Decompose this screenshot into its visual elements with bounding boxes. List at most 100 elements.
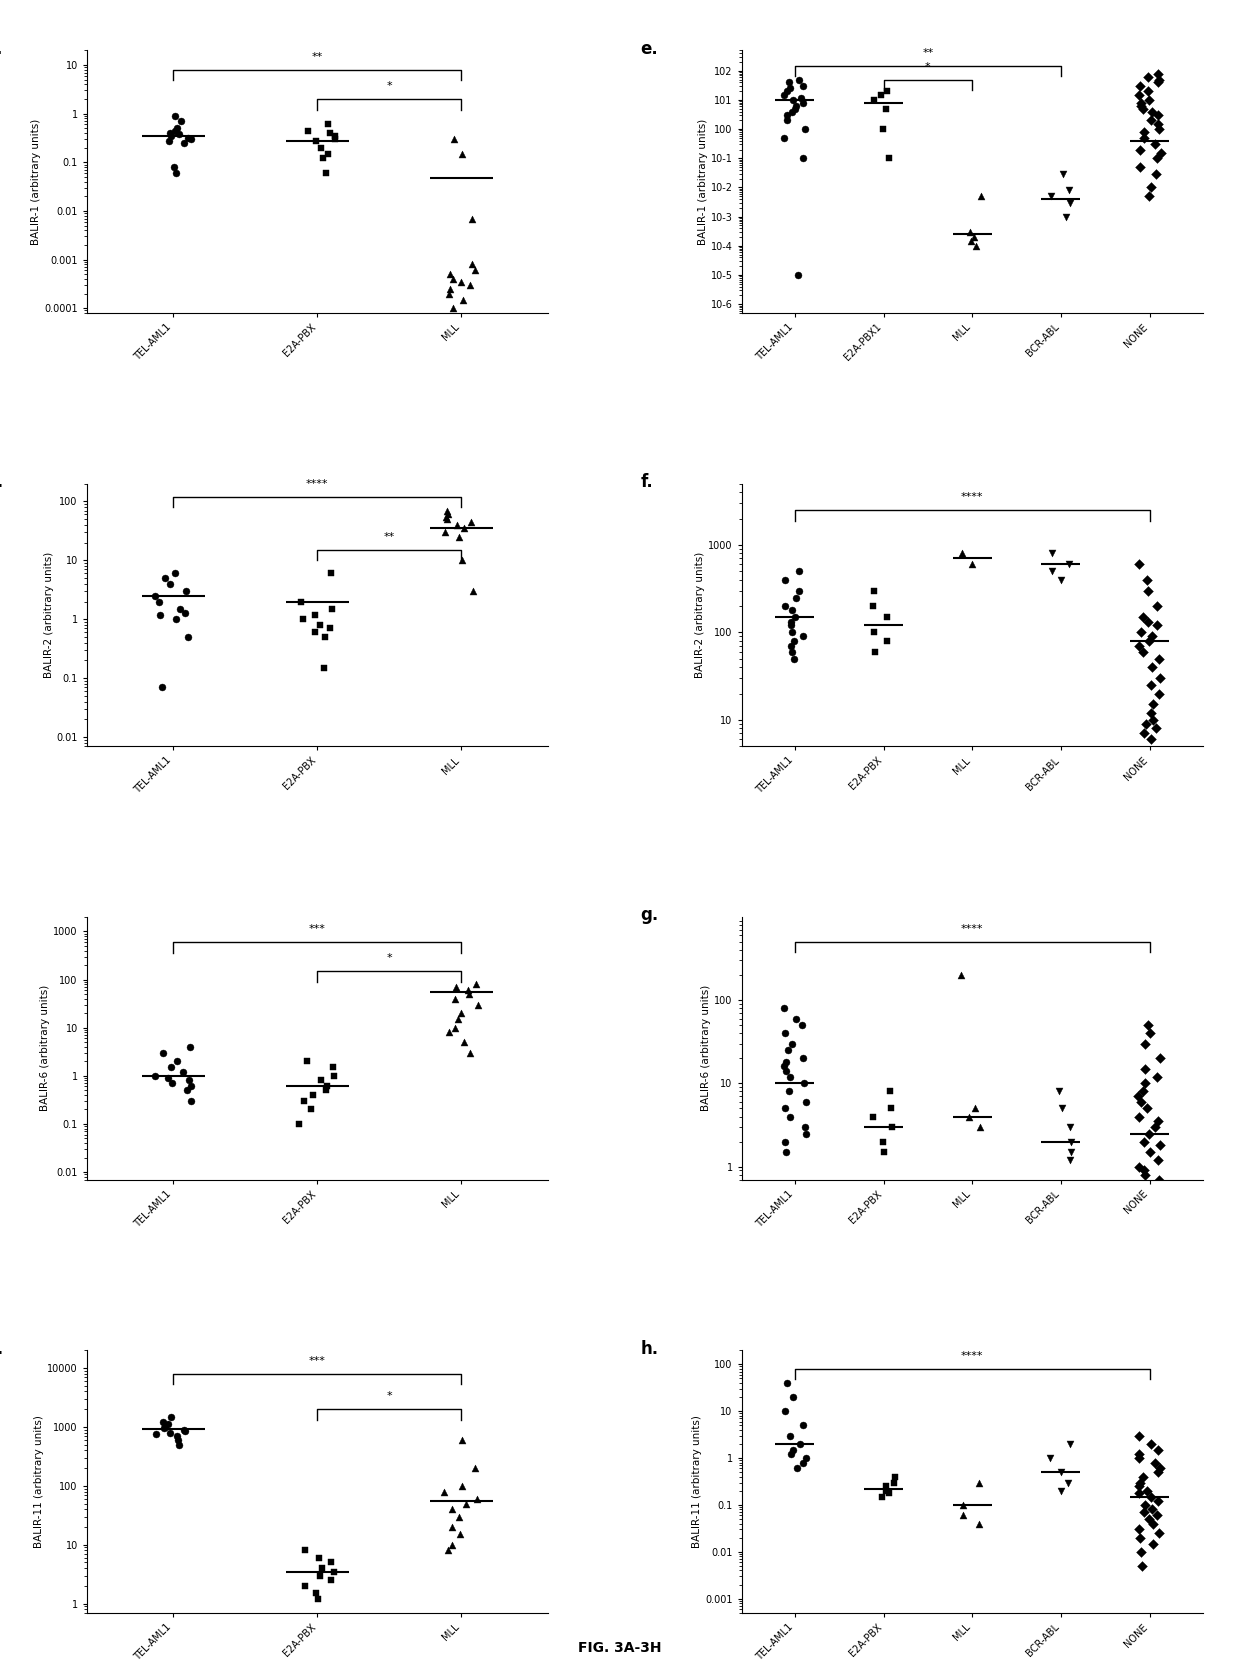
Point	[875, 1473, 895, 1500]
Point	[179, 623, 198, 650]
Point	[775, 593, 795, 620]
Point	[1149, 1520, 1169, 1547]
Y-axis label: BALIR-6 (arbitrary units): BALIR-6 (arbitrary units)	[41, 984, 51, 1112]
Point	[1040, 183, 1060, 210]
Point	[159, 128, 179, 155]
Point	[1052, 1458, 1071, 1485]
Point	[1149, 1455, 1169, 1482]
Point	[459, 976, 479, 1003]
Point	[1140, 627, 1159, 654]
Point	[171, 108, 191, 134]
Point	[794, 89, 813, 116]
Point	[779, 69, 799, 96]
Point	[1131, 1089, 1151, 1116]
Point	[1138, 578, 1158, 605]
Point	[1128, 1480, 1148, 1507]
Text: b.: b.	[0, 474, 4, 491]
Point	[1130, 72, 1149, 99]
Point	[875, 96, 895, 123]
Point	[782, 1384, 802, 1411]
Point	[150, 601, 170, 628]
Point	[878, 603, 898, 630]
Point	[877, 77, 897, 104]
Point	[796, 1121, 816, 1147]
Point	[443, 1514, 463, 1541]
Point	[873, 1129, 893, 1156]
Point	[782, 97, 802, 124]
Point	[169, 1431, 188, 1458]
Point	[795, 1114, 815, 1141]
Point	[435, 519, 455, 546]
Point	[775, 1020, 795, 1047]
Point	[295, 1537, 315, 1564]
Point	[1135, 1030, 1154, 1057]
Point	[874, 1139, 894, 1166]
Point	[454, 1028, 474, 1055]
Point	[1142, 97, 1162, 124]
Point	[1140, 1020, 1159, 1047]
Point	[153, 1040, 172, 1067]
Point	[321, 1549, 341, 1576]
Point	[776, 1139, 796, 1166]
Point	[970, 1510, 990, 1537]
Point	[467, 991, 487, 1018]
Point	[1135, 1158, 1154, 1184]
Point	[1141, 175, 1161, 202]
Point	[306, 1579, 326, 1606]
Point	[1138, 77, 1158, 104]
Point	[439, 1018, 459, 1045]
Point	[309, 1586, 329, 1613]
Y-axis label: BALIR-11 (arbitrary units): BALIR-11 (arbitrary units)	[35, 1415, 45, 1547]
Point	[177, 1077, 197, 1104]
Point	[1141, 108, 1161, 134]
Point	[1135, 721, 1154, 748]
Point	[175, 1418, 195, 1445]
Point	[884, 1463, 904, 1490]
Point	[294, 606, 314, 633]
Point	[145, 1062, 165, 1089]
Point	[786, 585, 806, 612]
Point	[310, 612, 330, 638]
Point	[1135, 1492, 1154, 1519]
Point	[1148, 1166, 1168, 1193]
Point	[1131, 89, 1151, 116]
Point	[1147, 1502, 1167, 1529]
Point	[1142, 1203, 1162, 1230]
Point	[1060, 190, 1080, 217]
Point	[959, 1104, 978, 1131]
Point	[774, 1053, 794, 1080]
Point	[1049, 1079, 1069, 1105]
Point	[1149, 645, 1169, 672]
Point	[315, 655, 335, 682]
Point	[460, 1040, 480, 1067]
Point	[1145, 1450, 1164, 1477]
Point	[166, 606, 186, 633]
Point	[1050, 566, 1070, 593]
Point	[1128, 1423, 1148, 1450]
Point	[781, 1441, 801, 1468]
Point	[789, 262, 808, 289]
Point	[1140, 183, 1159, 210]
Point	[1133, 96, 1153, 123]
Point	[176, 578, 196, 605]
Point	[311, 134, 331, 161]
Point	[439, 281, 459, 307]
Point	[161, 1070, 181, 1097]
Point	[436, 504, 456, 531]
Point	[965, 1095, 985, 1122]
Point	[1060, 1147, 1080, 1174]
Point	[784, 645, 804, 672]
Point	[1148, 116, 1168, 143]
Point	[1059, 176, 1079, 203]
Text: h.: h.	[640, 1339, 658, 1357]
Point	[1130, 136, 1149, 163]
Point	[795, 116, 815, 143]
Point	[1135, 1161, 1154, 1188]
Point	[317, 141, 337, 168]
Point	[794, 1411, 813, 1438]
Point	[775, 1398, 795, 1425]
Point	[322, 595, 342, 622]
Point	[794, 1070, 813, 1097]
Point	[884, 1468, 904, 1495]
Point	[1142, 623, 1162, 650]
